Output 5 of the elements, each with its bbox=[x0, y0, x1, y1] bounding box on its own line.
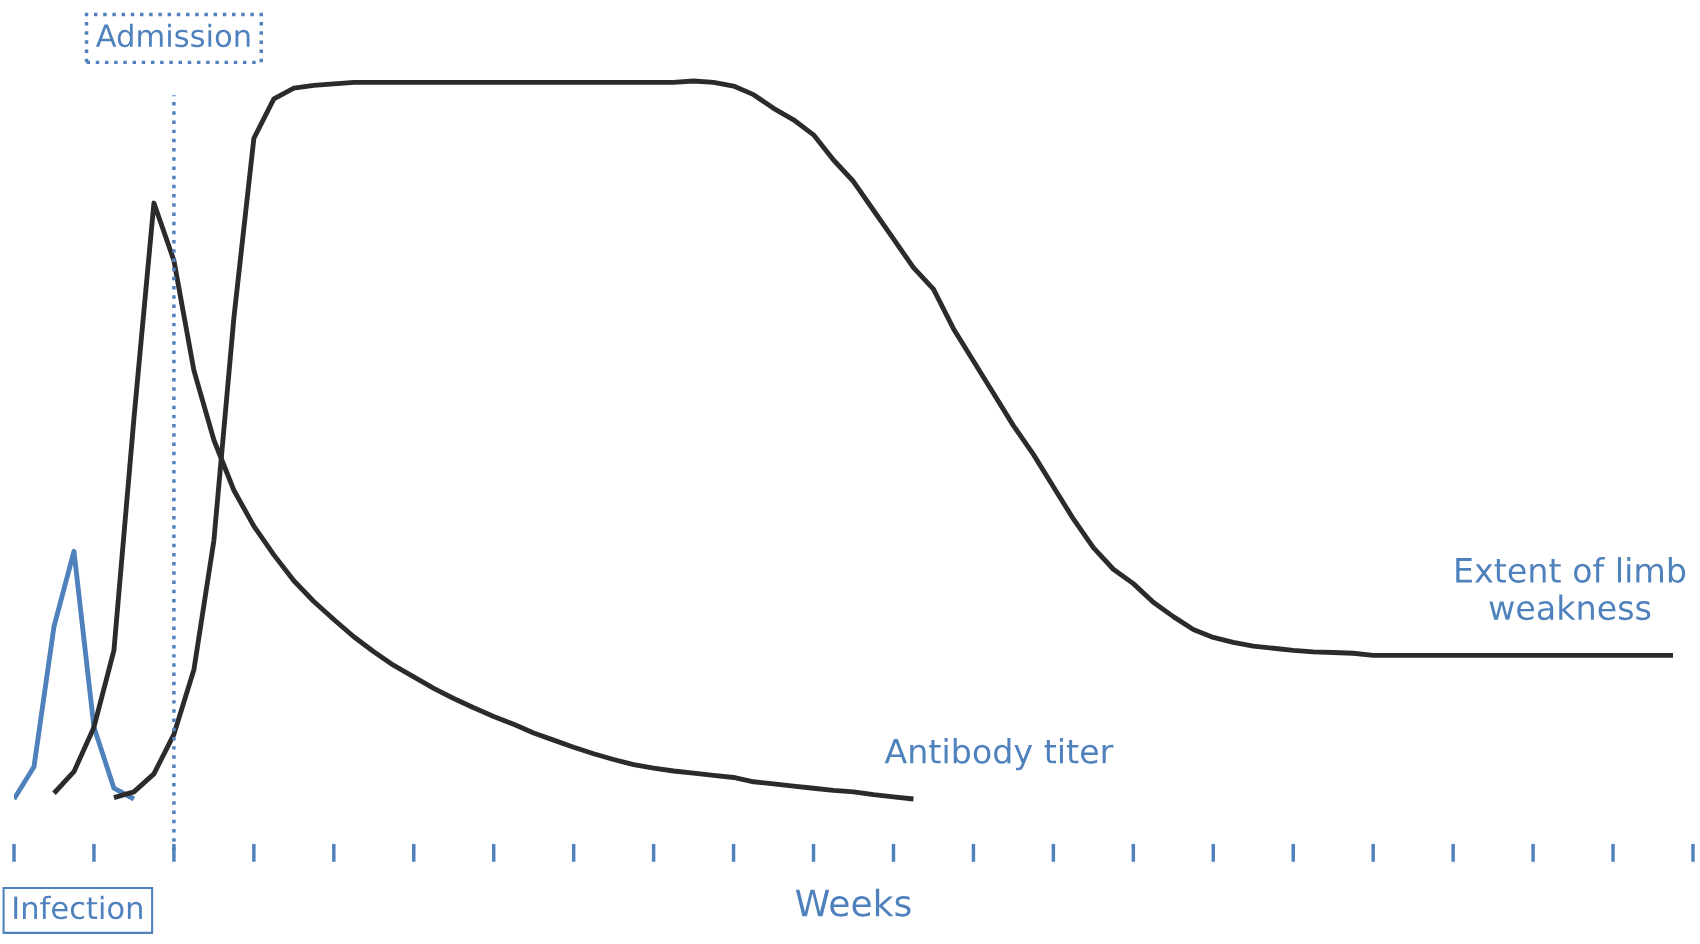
x-axis-title: Weeks bbox=[795, 888, 911, 917]
series-label: Antibody titer bbox=[884, 738, 1114, 771]
series-label: Extent of limb weakness bbox=[1456, 557, 1686, 621]
text: Infection bbox=[14, 895, 142, 920]
text: Admission bbox=[95, 23, 250, 48]
